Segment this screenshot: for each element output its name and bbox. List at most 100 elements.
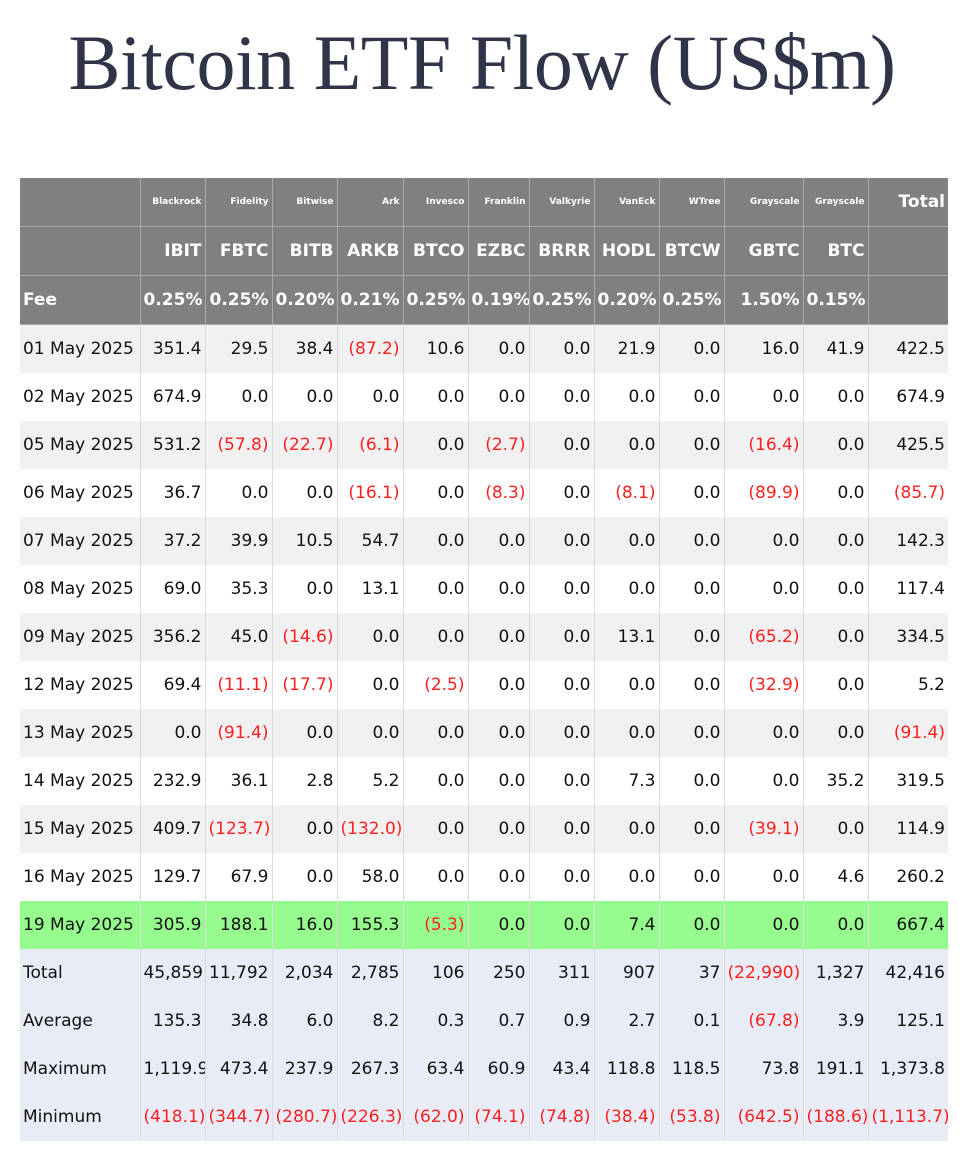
flow-cell: 0.0 [803,661,869,709]
summary-cell: 37 [659,949,725,997]
row-date: 07 May 2025 [20,517,141,565]
fee-value: 0.25% [403,275,469,325]
flow-cell: 0.0 [337,373,404,421]
summary-cell: 125.1 [868,997,948,1045]
flow-cell: 0.0 [403,421,469,469]
summary-cell: 6.0 [272,997,338,1045]
flow-cell: 58.0 [337,853,404,901]
summary-cell: 73.8 [724,1045,804,1093]
flow-cell: 0.0 [529,853,595,901]
summary-cell: 191.1 [803,1045,869,1093]
table-row: 07 May 2025 37.2 39.9 10.5 54.7 0.0 0.0 0.0 0.0 0… [20,517,948,565]
flow-cell: 0.0 [724,853,804,901]
flow-cell: 0.0 [659,613,725,661]
flow-cell: 0.0 [724,709,804,757]
row-date: 19 May 2025 [20,901,141,949]
flow-cell: (65.2) [724,613,804,661]
flow-cell: 0.0 [529,421,595,469]
row-total-cell: 142.3 [868,517,948,565]
flow-cell: 0.0 [529,373,595,421]
flow-cell: 0.0 [403,757,469,805]
flow-cell: 0.0 [403,709,469,757]
flow-cell: 0.0 [803,613,869,661]
row-date: 09 May 2025 [20,613,141,661]
flow-cell: 13.1 [594,613,660,661]
table-row: 02 May 2025 674.9 0.0 0.0 0.0 0.0 0.0 0.0 0.0 0.0… [20,373,948,421]
summary-cell: 250 [468,949,530,997]
row-total-cell: (85.7) [868,469,948,517]
summary-cell: 473.4 [205,1045,273,1093]
flow-cell: (16.1) [337,469,404,517]
flow-cell: 0.0 [724,373,804,421]
summary-cell: 1,327 [803,949,869,997]
flow-cell: 0.0 [659,757,725,805]
ticker-header: FBTC [205,226,273,276]
flow-cell: (2.5) [403,661,469,709]
flow-cell: 0.0 [529,565,595,613]
issuer-header: WTree [659,178,725,227]
summary-cell: (280.7) [272,1093,338,1141]
fee-value: 0.25% [205,275,273,325]
flow-cell: 0.0 [659,565,725,613]
summary-cell: 0.7 [468,997,530,1045]
flow-cell: 0.0 [529,757,595,805]
row-date: 01 May 2025 [20,324,141,373]
flow-cell: 0.0 [468,901,530,949]
ticker-header: HODL [594,226,660,276]
flow-cell: 2.8 [272,757,338,805]
flow-cell: 0.0 [659,373,725,421]
summary-cell: 1,119.9 [140,1045,206,1093]
flow-cell: (57.8) [205,421,273,469]
summary-label: Minimum [20,1093,141,1141]
row-total-cell: 425.5 [868,421,948,469]
flow-cell: 0.0 [403,469,469,517]
summary-cell: 0.3 [403,997,469,1045]
summary-cell: (1,113.7) [868,1093,948,1141]
flow-cell: 0.0 [594,565,660,613]
row-date: 14 May 2025 [20,757,141,805]
flow-cell: 0.0 [724,565,804,613]
flow-cell: 0.0 [529,469,595,517]
flow-cell: 674.9 [140,373,206,421]
summary-cell: 3.9 [803,997,869,1045]
summary-cell: (22,990) [724,949,804,997]
flow-cell: 0.0 [468,805,530,853]
summary-cell: 0.9 [529,997,595,1045]
flow-cell: 232.9 [140,757,206,805]
flow-cell: 0.0 [337,661,404,709]
flow-cell: (17.7) [272,661,338,709]
flow-cell: 129.7 [140,853,206,901]
flow-cell: 0.0 [337,613,404,661]
total-column-spacer [868,226,948,276]
flow-cell: 0.0 [272,853,338,901]
table-row: 08 May 2025 69.0 35.3 0.0 13.1 0.0 0.0 0.0 0.0 0.… [20,565,948,613]
flow-cell: 69.0 [140,565,206,613]
issuer-header: Franklin [468,178,530,227]
summary-cell: 237.9 [272,1045,338,1093]
flow-cell: 7.4 [594,901,660,949]
flow-cell: 7.3 [594,757,660,805]
fee-value: 0.15% [803,275,869,325]
flow-cell: 69.4 [140,661,206,709]
etf-flow-table: Blackrock Fidelity Bitwise Ark Invesco Frankl… [20,178,948,1141]
flow-cell: 0.0 [803,421,869,469]
flow-cell: (2.7) [468,421,530,469]
row-total-cell: 319.5 [868,757,948,805]
flow-cell: 0.0 [529,709,595,757]
summary-cell: 45,859 [140,949,206,997]
fee-value: 0.20% [594,275,660,325]
summary-cell: 0.1 [659,997,725,1045]
flow-cell: 0.0 [803,469,869,517]
flow-cell: 37.2 [140,517,206,565]
summary-cell: 311 [529,949,595,997]
flow-cell: 41.9 [803,324,869,373]
flow-cell: (14.6) [272,613,338,661]
flow-cell: 10.6 [403,324,469,373]
flow-cell: 0.0 [468,661,530,709]
fee-value: 0.25% [529,275,595,325]
flow-cell: (8.1) [594,469,660,517]
row-date: 08 May 2025 [20,565,141,613]
summary-cell: 60.9 [468,1045,530,1093]
flow-cell: 0.0 [724,757,804,805]
flow-cell: 0.0 [403,373,469,421]
